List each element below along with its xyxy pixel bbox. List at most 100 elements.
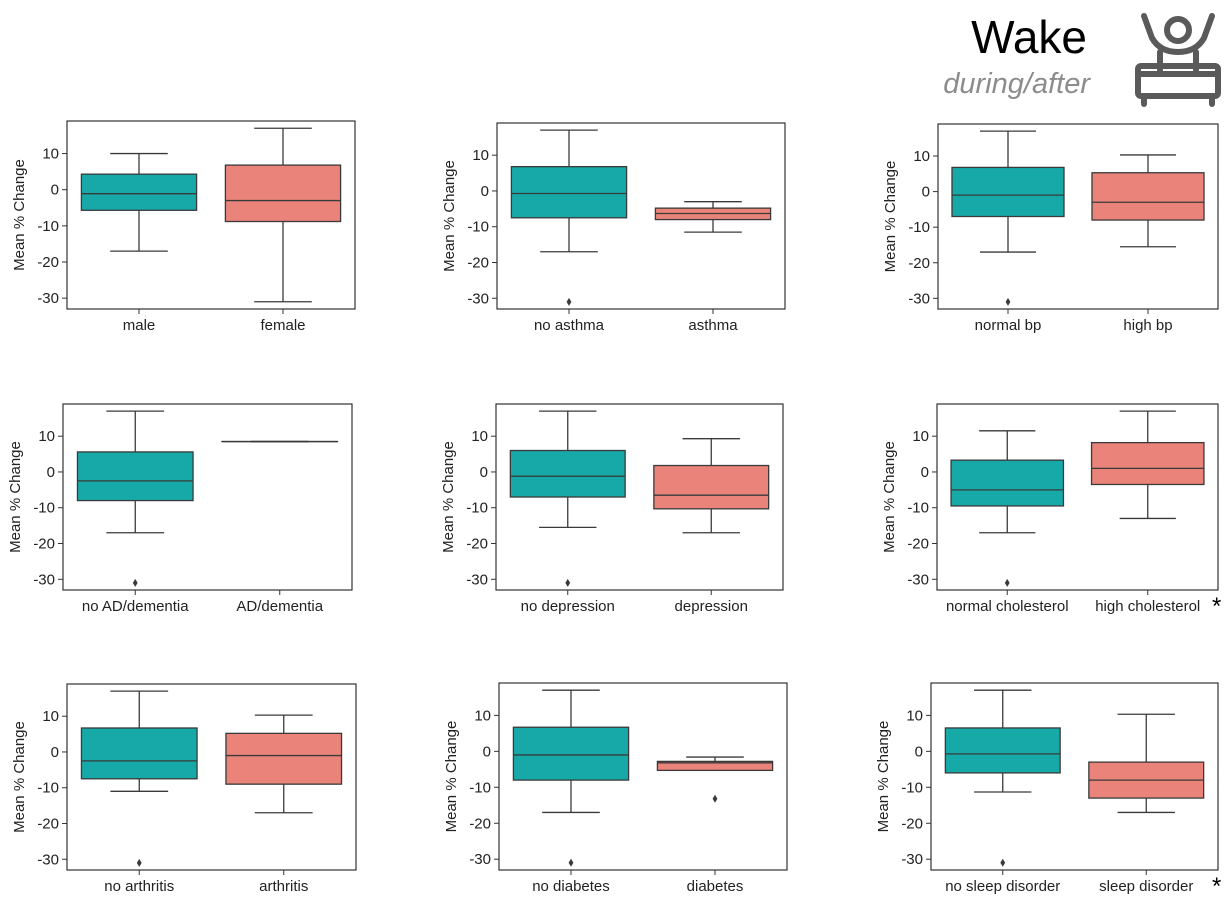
- y-tick-label: -30: [467, 290, 489, 307]
- y-tick-label: 10: [38, 428, 55, 445]
- box: [653, 464, 770, 510]
- y-tick-label: -30: [901, 851, 923, 868]
- y-tick-label: -10: [467, 219, 489, 236]
- header-subtitle: during/after: [943, 68, 1090, 100]
- y-tick-label: 10: [471, 428, 488, 445]
- plot-frame: [496, 122, 786, 310]
- significance-marker: *: [1212, 593, 1221, 620]
- x-tick-label: depression: [675, 598, 748, 615]
- y-tick-label: 0: [483, 743, 491, 760]
- y-tick-label: -10: [466, 500, 488, 517]
- outlier-point: [1005, 297, 1011, 306]
- y-tick-label: 0: [47, 464, 55, 481]
- x-tick-label: no asthma: [534, 317, 605, 334]
- x-tick-label: high bp: [1123, 317, 1172, 334]
- y-tick-label: -20: [33, 536, 55, 553]
- outlier-point: [566, 297, 572, 306]
- y-tick-label: -30: [908, 290, 930, 307]
- y-tick-label: -30: [469, 851, 491, 868]
- y-tick-label: -30: [466, 571, 488, 588]
- y-tick-label: 10: [913, 148, 930, 165]
- box: [509, 449, 626, 498]
- y-tick-label: -30: [907, 571, 929, 588]
- box: [1090, 441, 1205, 486]
- box: [656, 760, 774, 772]
- plot-frame: [930, 682, 1219, 871]
- box: [224, 164, 342, 223]
- x-tick-label: male: [123, 317, 156, 334]
- y-tick-label: 10: [906, 707, 923, 724]
- plot-frame: [498, 682, 788, 871]
- y-tick-label: -10: [37, 218, 59, 235]
- y-tick-label: -30: [33, 571, 55, 588]
- y-tick-label: 0: [921, 464, 929, 481]
- y-tick-label: 10: [472, 147, 489, 164]
- box: [80, 727, 198, 780]
- y-tick-label: 10: [474, 707, 491, 724]
- significance-marker: *: [1212, 873, 1221, 899]
- y-tick-label: -20: [901, 815, 923, 832]
- outlier-point: [568, 858, 574, 867]
- y-tick-label: 0: [480, 464, 488, 481]
- y-tick-label: -10: [33, 500, 55, 517]
- boxplot-panel: 10 0 -10 -20 -30 Mean % Change no sleep disord…: [875, 682, 1221, 899]
- boxplot-panel: 10 0 -10 -20 -30 Mean % Change no diabetes diab…: [443, 682, 788, 895]
- y-axis-label: Mean % Change: [882, 161, 899, 273]
- outlier-point: [565, 578, 571, 587]
- y-tick-label: -10: [37, 780, 59, 797]
- outlier-point: [1000, 858, 1006, 867]
- y-tick-label: -30: [37, 851, 59, 868]
- y-tick-label: -20: [469, 815, 491, 832]
- y-tick-label: 0: [481, 183, 489, 200]
- y-tick-label: -20: [907, 536, 929, 553]
- y-axis-label: Mean % Change: [11, 159, 28, 271]
- box: [510, 165, 628, 219]
- box: [950, 459, 1065, 507]
- x-tick-label: sleep disorder: [1099, 878, 1193, 895]
- y-tick-label: -20: [37, 816, 59, 833]
- y-tick-label: -20: [467, 255, 489, 272]
- y-tick-label: 0: [51, 744, 59, 761]
- outlier-point: [136, 858, 142, 867]
- y-tick-label: 0: [51, 182, 59, 199]
- box: [951, 166, 1065, 218]
- y-axis-label: Mean % Change: [11, 721, 28, 833]
- box: [1091, 172, 1205, 221]
- y-axis-label: Mean % Change: [875, 721, 892, 833]
- y-tick-label: -30: [37, 290, 59, 307]
- y-tick-label: -20: [908, 255, 930, 272]
- x-tick-label: asthma: [688, 317, 738, 334]
- x-tick-label: no AD/dementia: [82, 598, 189, 615]
- plot-frame: [936, 403, 1219, 591]
- y-tick-label: 0: [915, 743, 923, 760]
- box: [944, 727, 1061, 774]
- boxplot-panel: 10 0 -10 -20 -30 Mean % Change normal choleste…: [881, 403, 1221, 620]
- y-tick-label: -10: [901, 779, 923, 796]
- boxplot-panel: 10 0 -10 -20 -30 Mean % Change male female: [11, 120, 356, 334]
- y-tick-label: -10: [908, 219, 930, 236]
- x-tick-label: normal cholesterol: [946, 598, 1069, 615]
- y-tick-label: 10: [912, 428, 929, 445]
- x-tick-label: AD/dementia: [236, 598, 323, 615]
- y-tick-label: -20: [37, 254, 59, 271]
- plot-frame: [66, 120, 356, 310]
- x-tick-label: normal bp: [975, 317, 1042, 334]
- y-tick-label: -10: [907, 500, 929, 517]
- box: [80, 173, 198, 211]
- x-tick-label: arthritis: [259, 878, 308, 895]
- plot-frame: [495, 403, 784, 591]
- box: [76, 451, 194, 502]
- box: [225, 732, 343, 785]
- y-axis-label: Mean % Change: [443, 721, 460, 833]
- boxplot-panel: 10 0 -10 -20 -30 Mean % Change no asthma asthma: [441, 122, 786, 334]
- outlier-point: [132, 578, 138, 587]
- y-tick-label: 0: [922, 184, 930, 201]
- x-tick-label: diabetes: [687, 878, 744, 895]
- box: [512, 726, 630, 781]
- x-tick-label: no depression: [521, 598, 615, 615]
- plot-frame: [66, 683, 357, 871]
- x-tick-label: no diabetes: [532, 878, 610, 895]
- y-tick-label: -10: [469, 779, 491, 796]
- boxplot-panel: 10 0 -10 -20 -30 Mean % Change normal bp high b…: [882, 123, 1219, 334]
